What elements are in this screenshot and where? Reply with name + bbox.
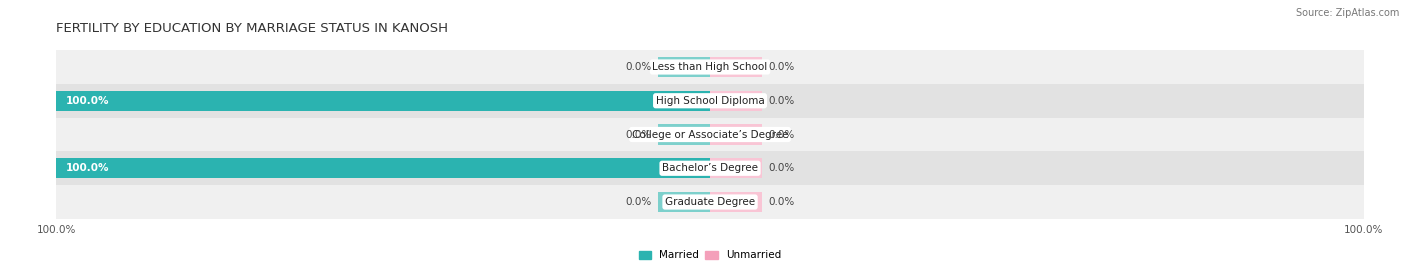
Bar	[710, 158, 762, 178]
Text: 0.0%: 0.0%	[624, 197, 651, 207]
Text: 100.0%: 100.0%	[66, 96, 110, 106]
Bar	[658, 57, 710, 77]
Legend: Married, Unmarried: Married, Unmarried	[636, 247, 785, 264]
Text: 100.0%: 100.0%	[66, 163, 110, 173]
Text: FERTILITY BY EDUCATION BY MARRIAGE STATUS IN KANOSH: FERTILITY BY EDUCATION BY MARRIAGE STATU…	[56, 22, 449, 35]
Text: Source: ZipAtlas.com: Source: ZipAtlas.com	[1295, 8, 1399, 18]
Bar	[56, 185, 1364, 219]
Bar	[56, 151, 1364, 185]
Bar	[56, 84, 1364, 118]
Bar	[56, 158, 710, 178]
Bar	[710, 124, 762, 145]
Text: 0.0%: 0.0%	[769, 197, 796, 207]
Bar	[710, 192, 762, 212]
Text: 0.0%: 0.0%	[769, 96, 796, 106]
Text: Less than High School: Less than High School	[652, 62, 768, 72]
Bar	[56, 91, 710, 111]
Bar	[658, 124, 710, 145]
Bar	[56, 50, 1364, 84]
Text: 0.0%: 0.0%	[769, 163, 796, 173]
Text: College or Associate’s Degree: College or Associate’s Degree	[631, 129, 789, 140]
Bar	[710, 91, 762, 111]
Bar	[56, 118, 1364, 151]
Text: 0.0%: 0.0%	[769, 129, 796, 140]
Text: 0.0%: 0.0%	[624, 129, 651, 140]
Bar	[710, 57, 762, 77]
Text: Bachelor’s Degree: Bachelor’s Degree	[662, 163, 758, 173]
Text: Graduate Degree: Graduate Degree	[665, 197, 755, 207]
Text: 0.0%: 0.0%	[769, 62, 796, 72]
Text: 0.0%: 0.0%	[624, 62, 651, 72]
Bar	[658, 192, 710, 212]
Text: High School Diploma: High School Diploma	[655, 96, 765, 106]
